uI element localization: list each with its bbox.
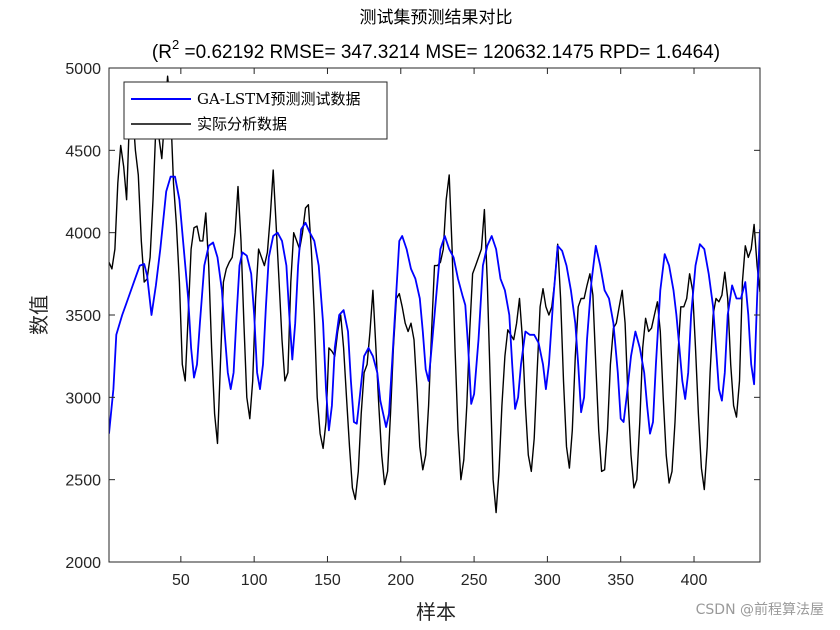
watermark-text: CSDN @前程算法屋 bbox=[696, 601, 824, 618]
y-tick-label: 5000 bbox=[65, 61, 101, 78]
y-tick-label: 4500 bbox=[65, 143, 101, 160]
subtitle-superscript: 2 bbox=[172, 37, 179, 52]
x-axis-label: 样本 bbox=[416, 600, 456, 624]
x-tick-label: 400 bbox=[681, 572, 708, 589]
legend-label-ga-lstm: GA-LSTM预测测试数据 bbox=[197, 90, 361, 108]
x-tick-label: 100 bbox=[241, 572, 268, 589]
subtitle-metrics: =0.62192 RMSE= 347.3214 MSE= 120632.1475… bbox=[179, 42, 720, 63]
x-tick-label: 250 bbox=[461, 572, 488, 589]
chart-subtitle: (R2 =0.62192 RMSE= 347.3214 MSE= 120632.… bbox=[152, 37, 720, 63]
y-tick-label: 3500 bbox=[65, 308, 101, 325]
x-tick-label: 350 bbox=[607, 572, 634, 589]
y-tick-label: 3000 bbox=[65, 390, 101, 407]
y-axis: 2000 2500 3000 3500 4000 4500 5000 bbox=[65, 61, 760, 572]
legend-label-actual: 实际分析数据 bbox=[197, 115, 287, 133]
chart-title: 测试集预测结果对比 bbox=[360, 8, 513, 28]
y-tick-label: 2000 bbox=[65, 555, 101, 572]
y-axis-label: 数值 bbox=[27, 295, 51, 335]
x-tick-label: 50 bbox=[172, 572, 190, 589]
series-line-actual bbox=[109, 75, 760, 514]
legend: GA-LSTM预测测试数据 实际分析数据 bbox=[123, 81, 388, 140]
series-layer bbox=[109, 75, 760, 514]
x-tick-label: 150 bbox=[314, 572, 341, 589]
y-tick-label: 2500 bbox=[65, 473, 101, 490]
x-tick-label: 200 bbox=[387, 572, 414, 589]
subtitle-prefix: (R bbox=[152, 42, 172, 63]
y-tick-label: 4000 bbox=[65, 226, 101, 243]
x-axis: 50 100 150 200 250 300 350 400 bbox=[172, 68, 708, 589]
x-tick-label: 300 bbox=[534, 572, 561, 589]
series-line-ga-lstm bbox=[109, 175, 760, 435]
legend-box bbox=[123, 81, 388, 140]
